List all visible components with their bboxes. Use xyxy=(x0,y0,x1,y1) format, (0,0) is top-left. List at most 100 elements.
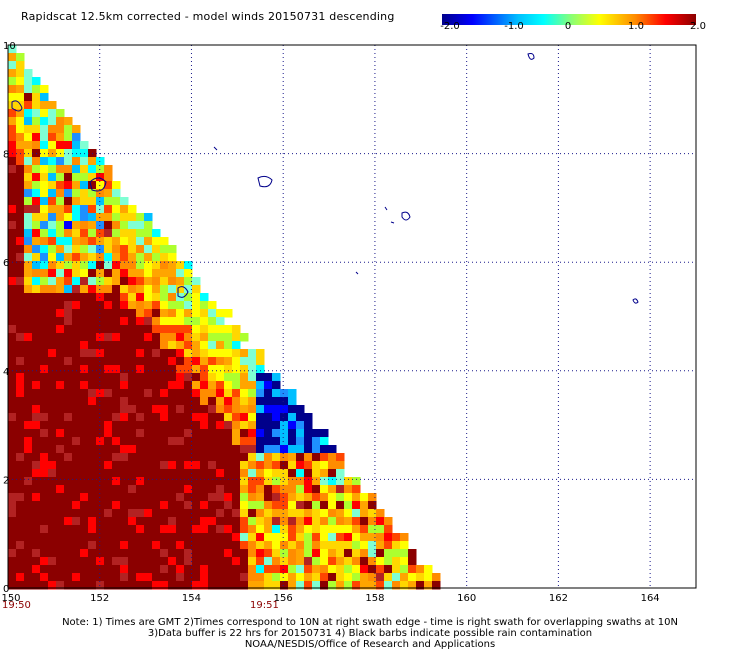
wind-cell xyxy=(304,557,313,566)
wind-cell xyxy=(192,429,201,438)
wind-cell xyxy=(24,429,33,438)
wind-cell xyxy=(24,341,33,350)
wind-cell xyxy=(272,421,281,430)
wind-cell xyxy=(248,461,257,470)
wind-cell xyxy=(88,357,97,366)
wind-cell xyxy=(192,349,201,358)
wind-cell xyxy=(32,429,41,438)
wind-cell xyxy=(96,485,105,494)
wind-cell xyxy=(104,325,113,334)
wind-cell xyxy=(8,381,17,390)
wind-cell xyxy=(296,493,305,502)
wind-cell xyxy=(184,373,193,382)
wind-cell xyxy=(160,477,169,486)
wind-cell xyxy=(256,517,265,526)
wind-cell xyxy=(128,573,137,582)
wind-cell xyxy=(168,453,177,462)
wind-cell xyxy=(272,405,281,414)
wind-cell xyxy=(48,485,57,494)
wind-cell xyxy=(56,141,65,150)
wind-cell xyxy=(128,501,137,510)
wind-cell xyxy=(224,373,233,382)
wind-cell xyxy=(152,333,161,342)
wind-cell xyxy=(40,421,49,430)
wind-cell xyxy=(128,405,137,414)
wind-cell xyxy=(248,397,257,406)
wind-cell xyxy=(80,165,89,174)
wind-cell xyxy=(136,429,145,438)
wind-cell xyxy=(192,565,201,574)
wind-cell xyxy=(104,309,113,318)
wind-cell xyxy=(368,573,377,582)
wind-cell xyxy=(176,565,185,574)
wind-cell xyxy=(48,317,57,326)
wind-cell xyxy=(40,317,49,326)
wind-cell xyxy=(120,357,129,366)
wind-cell xyxy=(56,365,65,374)
wind-cell xyxy=(384,533,393,542)
x-tick-label: 158 xyxy=(365,593,384,604)
wind-cell xyxy=(56,221,65,230)
wind-cell xyxy=(160,453,169,462)
wind-cell xyxy=(8,61,17,70)
wind-cell xyxy=(288,453,297,462)
wind-cell xyxy=(304,509,313,518)
wind-cell xyxy=(184,389,193,398)
wind-cell xyxy=(296,445,305,454)
wind-cell xyxy=(152,445,161,454)
wind-cell xyxy=(184,509,193,518)
wind-cell xyxy=(360,557,369,566)
wind-cell xyxy=(48,157,57,166)
wind-cell xyxy=(344,525,353,534)
wind-cell xyxy=(152,357,161,366)
wind-cell xyxy=(72,269,81,278)
wind-cell xyxy=(48,141,57,150)
wind-cell xyxy=(296,573,305,582)
wind-cell xyxy=(64,309,73,318)
wind-cell xyxy=(376,541,385,550)
wind-cell xyxy=(368,565,377,574)
wind-cell xyxy=(96,197,105,206)
wind-cell xyxy=(128,413,137,422)
wind-cell xyxy=(280,549,289,558)
wind-cell xyxy=(168,485,177,494)
wind-cell xyxy=(40,293,49,302)
wind-cell xyxy=(144,437,153,446)
wind-cell xyxy=(160,413,169,422)
wind-cell xyxy=(72,181,81,190)
wind-cell xyxy=(248,389,257,398)
wind-cell xyxy=(80,405,89,414)
wind-cell xyxy=(24,365,33,374)
wind-cell xyxy=(40,309,49,318)
wind-cell xyxy=(320,461,329,470)
wind-cell xyxy=(16,189,25,198)
wind-cell xyxy=(208,357,217,366)
wind-cell xyxy=(112,229,121,238)
wind-cell xyxy=(408,573,417,582)
wind-cell xyxy=(8,205,17,214)
wind-cell xyxy=(232,461,241,470)
wind-cell xyxy=(32,581,41,590)
wind-cell xyxy=(176,349,185,358)
wind-cell xyxy=(40,565,49,574)
wind-cell xyxy=(280,405,289,414)
wind-cell xyxy=(192,325,201,334)
y-tick-label: 10 xyxy=(3,41,16,52)
wind-cell xyxy=(120,445,129,454)
wind-cell xyxy=(168,349,177,358)
wind-cell xyxy=(120,333,129,342)
wind-cell xyxy=(216,461,225,470)
wind-cell xyxy=(56,565,65,574)
wind-cell xyxy=(88,549,97,558)
wind-cell xyxy=(24,501,33,510)
wind-cell xyxy=(264,397,273,406)
wind-cell xyxy=(264,541,273,550)
wind-cell xyxy=(224,421,233,430)
wind-cell xyxy=(176,429,185,438)
wind-cell xyxy=(80,389,89,398)
wind-cell xyxy=(16,277,25,286)
wind-cell xyxy=(112,197,121,206)
wind-cell xyxy=(272,501,281,510)
wind-cell xyxy=(240,501,249,510)
wind-cell xyxy=(272,525,281,534)
